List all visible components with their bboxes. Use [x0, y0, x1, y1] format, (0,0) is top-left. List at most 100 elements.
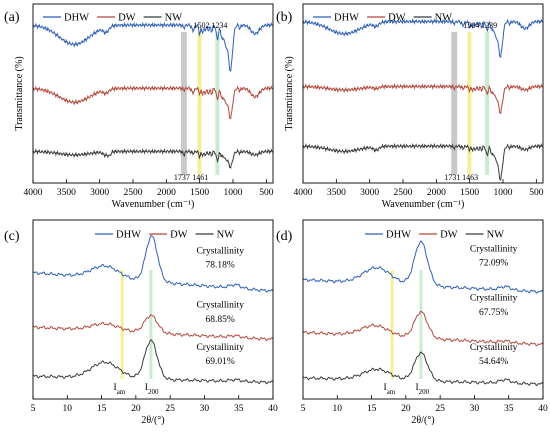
- band-grey-1: [451, 32, 458, 175]
- panel-letter: (c): [4, 229, 20, 244]
- legend-entry-dhw: DHW: [334, 13, 359, 24]
- band-yellow-1: [390, 270, 394, 379]
- x-tick-label: 3500: [57, 188, 76, 198]
- panel-letter: (b): [276, 10, 293, 25]
- legend-entry-nw: NW: [217, 230, 235, 241]
- band-yellow-1: [120, 270, 124, 379]
- series-line-dw: [32, 84, 274, 120]
- crystallinity-label: Crystallinity: [196, 343, 244, 353]
- legend-entry-dw: DW: [170, 230, 188, 241]
- band-yellow-2: [197, 32, 202, 175]
- series-line-dhw: [32, 21, 274, 72]
- x-tick-label: 2500: [394, 188, 413, 198]
- x-tick-label: 1500: [460, 188, 479, 198]
- x-tick-label: 10: [333, 404, 343, 414]
- x-axis-title: 2θ/(°): [141, 415, 164, 426]
- plot-frame: [32, 3, 274, 184]
- crystallinity-label: Crystallinity: [470, 294, 518, 304]
- x-tick-label: 2000: [427, 188, 446, 198]
- x-axis-title: Wavenumber (cm⁻¹): [382, 199, 465, 210]
- series-line-dw: [302, 83, 544, 115]
- legend-entry-dhw: DHW: [386, 230, 411, 241]
- peak-label: Iam: [384, 383, 396, 396]
- plot-frame: [32, 219, 274, 400]
- crystallinity-label: 72.09%: [479, 259, 508, 269]
- series-line-dhw: [32, 234, 274, 293]
- legend-entry-dhw: DHW: [116, 230, 141, 241]
- band-green-4: [485, 32, 490, 175]
- crystallinity-label: 78.18%: [206, 260, 235, 270]
- x-tick-label: 15: [367, 404, 377, 414]
- x-tick-label: 3000: [90, 188, 109, 198]
- crystallinity-label: 67.75%: [479, 308, 508, 318]
- x-tick-label: 25: [435, 404, 445, 414]
- legend-entry-nw: NW: [487, 230, 505, 241]
- band-green-2: [149, 270, 153, 379]
- crystallinity-label: 54.64%: [479, 357, 508, 367]
- panel-letter: (d): [276, 229, 293, 244]
- x-tick-label: 30: [470, 404, 480, 414]
- series-line-nw: [32, 339, 274, 385]
- band-grey-1: [180, 32, 187, 175]
- band-label-1504: 1504: [463, 21, 479, 30]
- series-line-nw: [32, 147, 274, 169]
- series-line-dhw: [302, 18, 544, 58]
- x-tick-label: 10: [63, 404, 73, 414]
- x-tick-label: 30: [200, 404, 210, 414]
- peak-label-subscript: 200: [419, 388, 430, 396]
- x-tick-label: 1000: [494, 188, 513, 198]
- peak-label-subscript: am: [117, 388, 126, 396]
- x-axis-title: 2θ/(°): [411, 415, 434, 426]
- legend-entry-dw: DW: [118, 13, 136, 24]
- band-label-1731: 1731: [444, 173, 460, 182]
- chart-panel-4: 5 10 15 20 25 30 35 40 2θ/(°) (d) DHW DW NW Crystalli…: [276, 219, 548, 426]
- peak-label: I200: [145, 383, 159, 396]
- x-tick-label: 15: [97, 404, 107, 414]
- x-tick-label: 4000: [24, 188, 43, 198]
- peak-label: Iam: [114, 383, 126, 396]
- series-line-nw: [302, 351, 544, 387]
- band-green-2: [419, 270, 423, 379]
- band-label-1737: 1737: [174, 173, 190, 182]
- band-label-1234: 1234: [211, 21, 227, 30]
- x-tick-label: 40: [538, 404, 548, 414]
- panel-letter: (a): [4, 10, 20, 25]
- x-tick-label: 1000: [224, 188, 243, 198]
- x-tick-label: 35: [504, 404, 514, 414]
- x-tick-label: 1500: [190, 188, 209, 198]
- peak-label-subscript: 200: [148, 388, 159, 396]
- crystallinity-label: Crystallinity: [196, 301, 244, 311]
- chart-panel-1: 4000 3500 3000 2500 2000 1500 1000 500 Wavenumbe…: [4, 3, 274, 210]
- peak-label-subscript: am: [387, 388, 396, 396]
- series-line-dw: [32, 314, 274, 342]
- x-tick-label: 20: [131, 404, 141, 414]
- x-tick-label: 3000: [360, 188, 379, 198]
- x-tick-label: 2500: [124, 188, 143, 198]
- crystallinity-label: 69.01%: [206, 357, 235, 367]
- x-tick-label: 500: [529, 188, 544, 198]
- x-tick-label: 2000: [157, 188, 176, 198]
- legend-entry-dhw: DHW: [64, 13, 89, 24]
- x-tick-label: 4000: [294, 188, 313, 198]
- x-axis-title: Wavenumber (cm⁻¹): [112, 199, 195, 210]
- x-tick-label: 35: [234, 404, 244, 414]
- band-green-4: [215, 32, 220, 175]
- chart-panel-3: 5 10 15 20 25 30 35 40 2θ/(°) (c) DHW DW NW Crystalli…: [4, 219, 278, 426]
- x-tick-label: 40: [268, 404, 278, 414]
- x-tick-label: 5: [31, 404, 36, 414]
- legend-entry-dw: DW: [388, 13, 406, 24]
- crystallinity-label: Crystallinity: [196, 246, 244, 256]
- crystallinity-label: Crystallinity: [470, 245, 518, 255]
- band-label-1463: 1463: [462, 173, 478, 182]
- crystallinity-label: Crystallinity: [470, 343, 518, 353]
- chart-panel-2: 4000 3500 3000 2500 2000 1500 1000 500 Wavenumbe…: [276, 3, 544, 210]
- peak-label: I200: [415, 383, 429, 396]
- x-tick-label: 500: [259, 188, 274, 198]
- plot-frame: [302, 219, 544, 400]
- legend-entry-dw: DW: [440, 230, 458, 241]
- legend-entry-nw: NW: [435, 13, 453, 24]
- band-label-1502: 1502: [194, 21, 210, 30]
- x-tick-label: 25: [165, 404, 175, 414]
- band-yellow-2: [467, 32, 472, 175]
